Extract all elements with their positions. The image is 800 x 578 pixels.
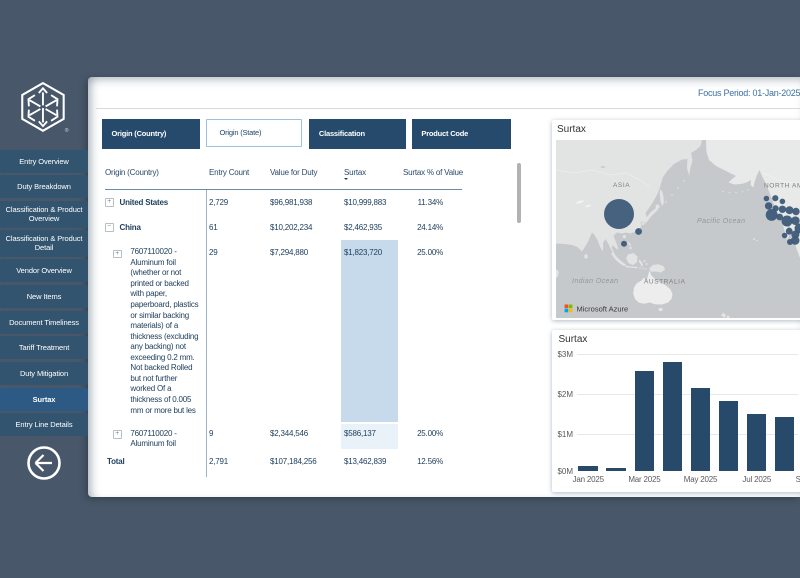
svg-text:®: ® [65, 126, 69, 133]
svg-text:Indian Ocean: Indian Ocean [572, 278, 618, 285]
svg-text:NORTH AME: NORTH AME [764, 182, 800, 189]
svg-text:ASIA: ASIA [613, 182, 630, 189]
svg-text:Pacific Ocean: Pacific Ocean [697, 218, 745, 225]
svg-text:AUSTRALIA: AUSTRALIA [644, 278, 686, 285]
svg-text:Microsoft Azure: Microsoft Azure [577, 304, 629, 313]
